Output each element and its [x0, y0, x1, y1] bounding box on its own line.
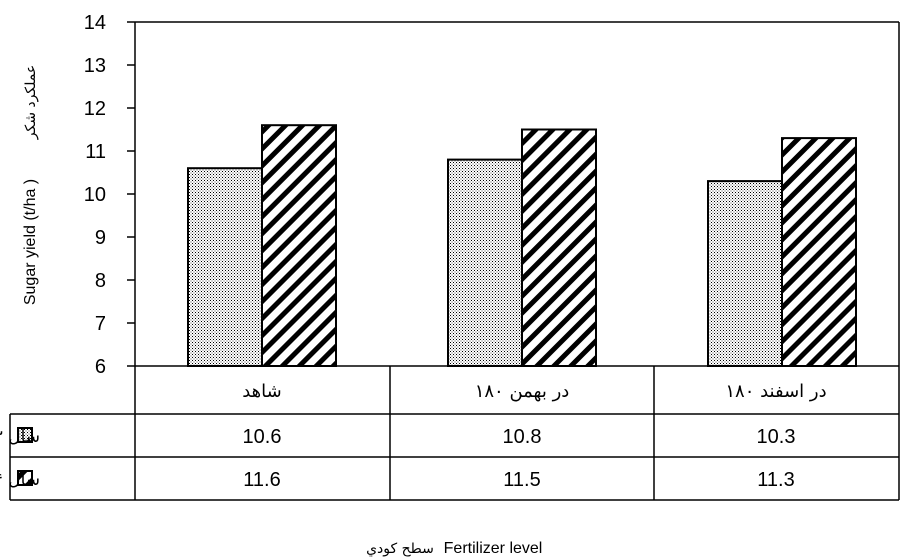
legend-label-series-1: سال ۷۳	[0, 427, 40, 447]
y-tick-label: 8	[95, 270, 106, 292]
legend-swatch-series-2	[17, 470, 33, 486]
legend-swatch-series-1	[17, 427, 33, 443]
y-tick-label: 12	[84, 98, 106, 120]
data-table: شاهد در بهمن ۱۸۰ در اسفند ۱۸۰ سال ۷۳ 10.…	[0, 365, 900, 501]
legend-label-series-2: سال ۷۴	[0, 470, 40, 490]
y-axis-label-fa: عملكرد شكر	[23, 65, 39, 140]
x-axis-title: Fertilizer level سطح كودي	[366, 540, 542, 557]
y-axis-ticks: 6 7 8 9 10 11 12 13 14	[84, 12, 135, 378]
y-tick-label: 14	[84, 12, 106, 34]
y-axis-label-en: Sugar yield (t/ha )	[22, 179, 39, 305]
bar-series-2-category-3	[781, 137, 857, 367]
table-cell-s2-c3: 11.3	[757, 469, 794, 491]
table-cell-s1-c2: 10.8	[503, 426, 542, 448]
bar-series-1-category-2	[447, 158, 523, 367]
y-tick-label: 6	[95, 356, 106, 378]
y-tick-label: 9	[95, 227, 106, 249]
category-label-1: در بهمن ۱۸۰	[475, 381, 570, 402]
y-tick-label: 11	[85, 141, 106, 163]
x-axis-label-fa: سطح كودي	[366, 541, 434, 557]
y-axis-title: Sugar yield (t/ha ) عملكرد شكر	[22, 65, 39, 305]
table-cell-s1-c1: 10.6	[243, 426, 282, 448]
bar-series-2-category-1	[261, 124, 337, 367]
category-label-2: در اسفند ۱۸۰	[725, 381, 826, 402]
table-cell-s2-c1: 11.6	[243, 469, 280, 491]
x-axis-label-en: Fertilizer level	[444, 540, 543, 557]
bar-series-1-category-3	[707, 180, 783, 367]
table-cell-s1-c3: 10.3	[757, 426, 796, 448]
bar-series-1-category-1	[187, 167, 263, 367]
bar-series-2-category-2	[521, 128, 597, 367]
bars-group	[187, 124, 857, 367]
y-tick-label: 7	[95, 313, 106, 335]
category-label-0: شاهد	[242, 381, 282, 402]
y-tick-label: 13	[84, 55, 106, 77]
y-tick-label: 10	[84, 184, 106, 206]
table-cell-s2-c2: 11.5	[503, 469, 540, 491]
